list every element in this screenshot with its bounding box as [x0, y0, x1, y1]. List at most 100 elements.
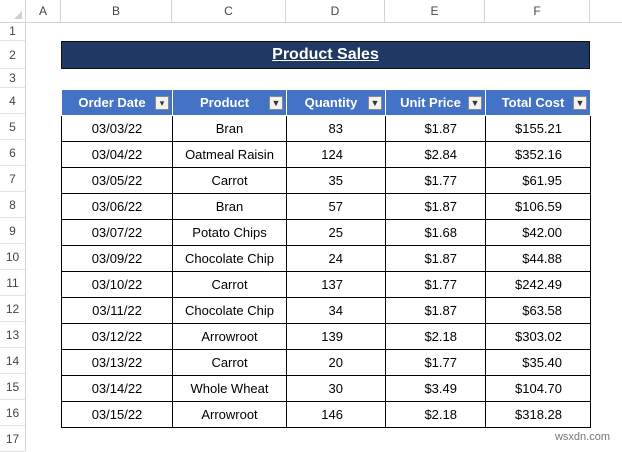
header-order-date[interactable]: Order Date ▾	[61, 89, 173, 116]
unit-price-cell[interactable]: $3.49	[385, 375, 486, 402]
unit-price-cell[interactable]: $2.84	[385, 141, 486, 168]
total-cost-cell[interactable]: $242.49	[485, 271, 591, 298]
quantity-cell[interactable]: 139	[286, 323, 386, 350]
row-header-8[interactable]: 8	[0, 192, 25, 218]
row-header-2[interactable]: 2	[0, 41, 25, 69]
header-total-cost[interactable]: Total Cost ▼	[485, 89, 591, 116]
quantity-cell[interactable]: 20	[286, 349, 386, 376]
total-cost-cell[interactable]: $318.28	[485, 401, 591, 428]
column-header-d[interactable]: D	[286, 0, 385, 22]
column-header-a[interactable]: A	[26, 0, 61, 22]
column-header-b[interactable]: B	[61, 0, 172, 22]
row-header-1[interactable]: 1	[0, 22, 25, 41]
select-all-corner[interactable]	[0, 0, 26, 22]
order-date-cell[interactable]: 03/11/22	[61, 297, 173, 324]
total-cost-cell[interactable]: $106.59	[485, 193, 591, 220]
unit-price-cell[interactable]: $1.68	[385, 219, 486, 246]
row-header-9[interactable]: 9	[0, 218, 25, 244]
quantity-cell[interactable]: 83	[286, 115, 386, 142]
row-header-6[interactable]: 6	[0, 140, 25, 166]
order-date-cell[interactable]: 03/09/22	[61, 245, 173, 272]
unit-price-cell[interactable]: $1.87	[385, 115, 486, 142]
quantity-cell[interactable]: 35	[286, 167, 386, 194]
product-cell[interactable]: Carrot	[172, 167, 287, 194]
quantity-cell[interactable]: 137	[286, 271, 386, 298]
header-unit-price[interactable]: Unit Price ▼	[385, 89, 486, 116]
total-cost-cell[interactable]: $104.70	[485, 375, 591, 402]
total-cost-cell[interactable]: $155.21	[485, 115, 591, 142]
quantity-cell[interactable]: 146	[286, 401, 386, 428]
order-date-cell[interactable]: 03/06/22	[61, 193, 173, 220]
row-header-11[interactable]: 11	[0, 270, 25, 296]
unit-price-cell[interactable]: $1.87	[385, 193, 486, 220]
table-row: 03/10/22 Carrot 137 $1.77 $242.49	[61, 271, 591, 298]
order-date-cell[interactable]: 03/07/22	[61, 219, 173, 246]
sort-filter-icon[interactable]: ▾	[155, 96, 169, 110]
total-cost-cell[interactable]: $352.16	[485, 141, 591, 168]
product-cell[interactable]: Arrowroot	[172, 323, 287, 350]
order-date-cell[interactable]: 03/12/22	[61, 323, 173, 350]
product-cell[interactable]: Carrot	[172, 271, 287, 298]
header-quantity[interactable]: Quantity ▼	[286, 89, 386, 116]
filter-dropdown-icon[interactable]: ▼	[269, 96, 283, 110]
product-cell[interactable]: Bran	[172, 115, 287, 142]
product-cell[interactable]: Chocolate Chip	[172, 297, 287, 324]
total-cost-cell[interactable]: $42.00	[485, 219, 591, 246]
filter-dropdown-icon[interactable]: ▼	[468, 96, 482, 110]
row-header-12[interactable]: 12	[0, 296, 25, 322]
header-label: Total Cost	[501, 95, 565, 110]
product-cell[interactable]: Potato Chips	[172, 219, 287, 246]
row-header-10[interactable]: 10	[0, 244, 25, 270]
quantity-cell[interactable]: 124	[286, 141, 386, 168]
order-date-cell[interactable]: 03/03/22	[61, 115, 173, 142]
page-title: Product Sales	[272, 46, 379, 63]
title-banner[interactable]: Product Sales	[61, 41, 590, 69]
unit-price-cell[interactable]: $2.18	[385, 401, 486, 428]
unit-price-cell[interactable]: $1.87	[385, 297, 486, 324]
table-row: 03/13/22 Carrot 20 $1.77 $35.40	[61, 349, 591, 376]
header-product[interactable]: Product ▼	[172, 89, 287, 116]
row-header-15[interactable]: 15	[0, 374, 25, 400]
total-cost-cell[interactable]: $61.95	[485, 167, 591, 194]
quantity-cell[interactable]: 57	[286, 193, 386, 220]
corner-triangle-icon	[14, 11, 22, 19]
order-date-cell[interactable]: 03/05/22	[61, 167, 173, 194]
column-header-c[interactable]: C	[172, 0, 286, 22]
total-cost-cell[interactable]: $44.88	[485, 245, 591, 272]
filter-dropdown-icon[interactable]: ▼	[573, 96, 587, 110]
order-date-cell[interactable]: 03/04/22	[61, 141, 173, 168]
row-header-13[interactable]: 13	[0, 322, 25, 348]
unit-price-cell[interactable]: $1.87	[385, 245, 486, 272]
product-cell[interactable]: Carrot	[172, 349, 287, 376]
column-header-e[interactable]: E	[385, 0, 485, 22]
quantity-cell[interactable]: 30	[286, 375, 386, 402]
total-cost-cell[interactable]: $303.02	[485, 323, 591, 350]
unit-price-cell[interactable]: $1.77	[385, 349, 486, 376]
order-date-cell[interactable]: 03/15/22	[61, 401, 173, 428]
order-date-cell[interactable]: 03/14/22	[61, 375, 173, 402]
product-cell[interactable]: Chocolate Chip	[172, 245, 287, 272]
total-cost-cell[interactable]: $63.58	[485, 297, 591, 324]
order-date-cell[interactable]: 03/10/22	[61, 271, 173, 298]
order-date-cell[interactable]: 03/13/22	[61, 349, 173, 376]
row-header-16[interactable]: 16	[0, 400, 25, 426]
product-cell[interactable]: Arrowroot	[172, 401, 287, 428]
row-header-3[interactable]: 3	[0, 69, 25, 88]
row-header-5[interactable]: 5	[0, 114, 25, 140]
row-header-7[interactable]: 7	[0, 166, 25, 192]
quantity-cell[interactable]: 34	[286, 297, 386, 324]
row-header-4[interactable]: 4	[0, 88, 25, 114]
row-header-17[interactable]: 17	[0, 426, 25, 452]
unit-price-cell[interactable]: $2.18	[385, 323, 486, 350]
total-cost-cell[interactable]: $35.40	[485, 349, 591, 376]
filter-dropdown-icon[interactable]: ▼	[368, 96, 382, 110]
column-header-f[interactable]: F	[485, 0, 590, 22]
quantity-cell[interactable]: 24	[286, 245, 386, 272]
product-cell[interactable]: Bran	[172, 193, 287, 220]
unit-price-cell[interactable]: $1.77	[385, 271, 486, 298]
product-cell[interactable]: Whole Wheat	[172, 375, 287, 402]
row-header-14[interactable]: 14	[0, 348, 25, 374]
product-cell[interactable]: Oatmeal Raisin	[172, 141, 287, 168]
unit-price-cell[interactable]: $1.77	[385, 167, 486, 194]
quantity-cell[interactable]: 25	[286, 219, 386, 246]
